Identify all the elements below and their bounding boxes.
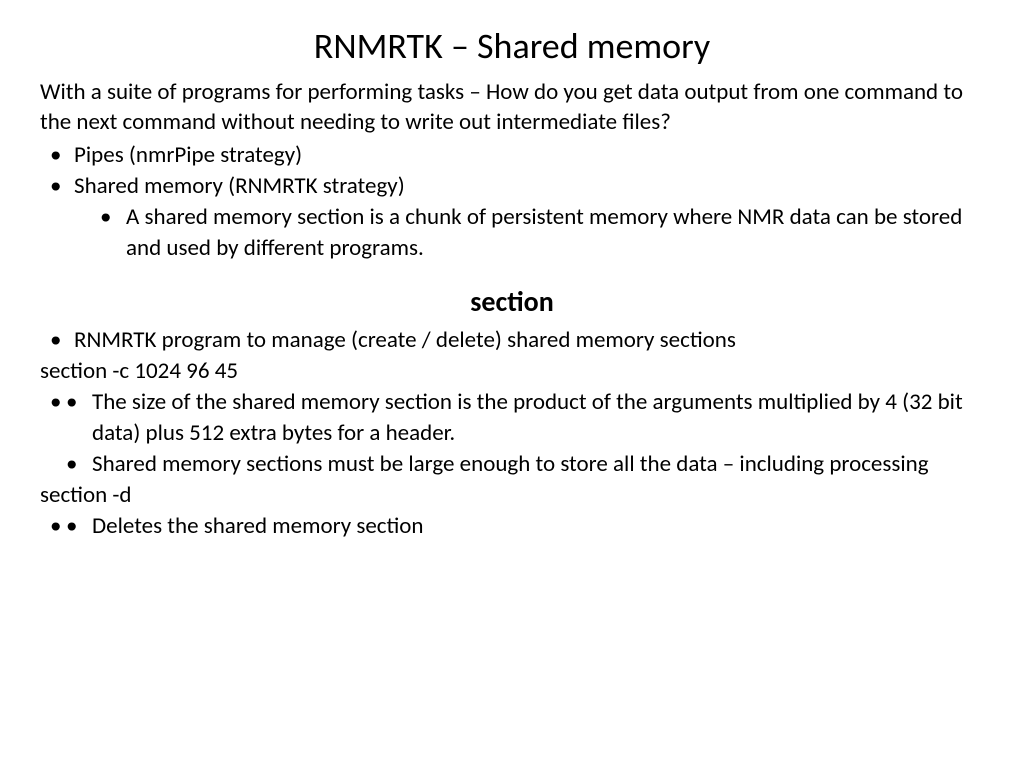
bullet-shared-sub-list: A shared memory section is a chunk of pe…	[74, 202, 984, 264]
cmd-section-d: section -d	[40, 480, 984, 511]
bullet-list-1: Pipes (nmrPipe strategy) Shared memory (…	[40, 140, 984, 264]
bullet-size: The size of the shared memory section is…	[40, 387, 984, 449]
bullet-shared-memory: Shared memory (RNMRTK strategy) A shared…	[40, 171, 984, 264]
intro-paragraph: With a suite of programs for performing …	[40, 78, 984, 138]
sub-wrapper-c: The size of the shared memory section is…	[40, 387, 984, 480]
bullet-delete: Deletes the shared memory section	[40, 511, 984, 542]
bullet-large: Shared memory sections must be large eno…	[40, 449, 984, 480]
bullet-manage: RNMRTK program to manage (create / delet…	[40, 325, 984, 356]
bullet-shared-desc: A shared memory section is a chunk of pe…	[74, 202, 984, 264]
bullet-list-2: RNMRTK program to manage (create / delet…	[40, 325, 984, 356]
section-subheading: section	[40, 284, 984, 319]
bullet-shared-memory-label: Shared memory (RNMRTK strategy)	[74, 172, 405, 200]
sub-wrapper-d: Deletes the shared memory section	[40, 511, 984, 542]
bullet-list-2b: The size of the shared memory section is…	[40, 387, 984, 480]
cmd-section-c: section -c 1024 96 45	[40, 356, 984, 387]
slide-title: RNMRTK – Shared memory	[40, 24, 984, 68]
sub-list-d: Deletes the shared memory section	[40, 511, 984, 542]
sub-list-c: The size of the shared memory section is…	[40, 387, 984, 480]
bullet-pipes: Pipes (nmrPipe strategy)	[40, 140, 984, 171]
bullet-list-2c: Deletes the shared memory section	[40, 511, 984, 542]
